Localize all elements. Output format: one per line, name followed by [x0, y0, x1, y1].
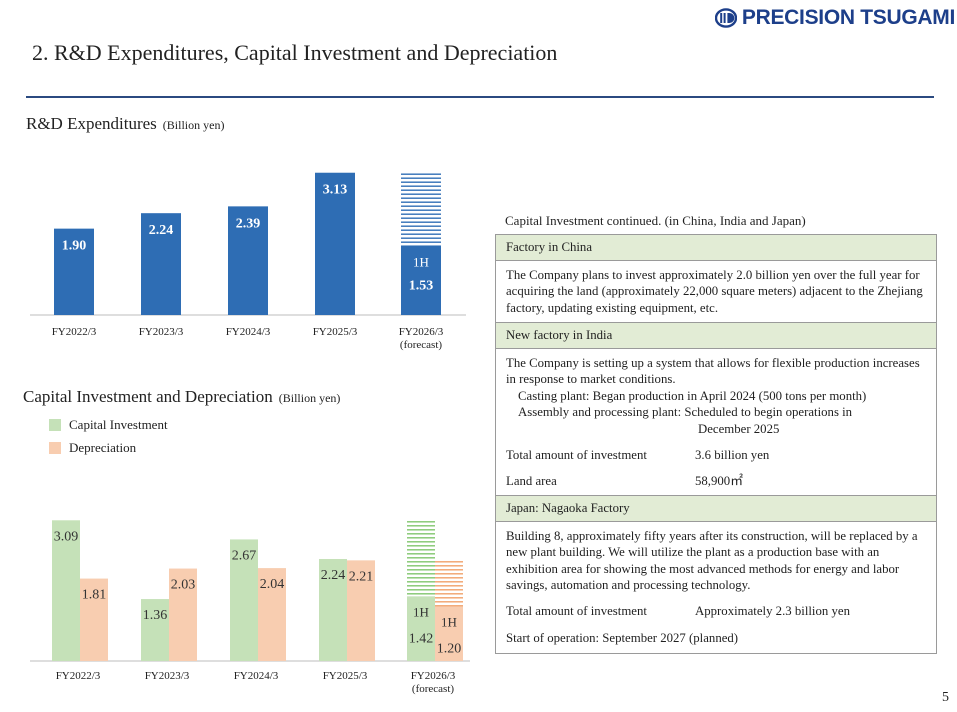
- japan-section: Building 8, approximately fifty years af…: [496, 522, 936, 653]
- capex-half-label: 1H: [413, 604, 429, 619]
- india-land-row: Land area 58,900㎡: [506, 473, 926, 490]
- brand-name: PRECISION TSUGAMI: [741, 6, 955, 29]
- capex-x-tick: FY2024/3: [234, 670, 279, 682]
- capital-investment-bar: [319, 558, 347, 661]
- rd-bar-chart: 1.90 FY2022/3 2.24 FY2023/3 2.39 FY2024/3 3.13…: [30, 172, 466, 351]
- rd-bar: [401, 245, 441, 315]
- india-heading: New factory in India: [496, 323, 936, 349]
- rd-bar-value: 2.39: [236, 216, 261, 231]
- legend-depreciation: Depreciation: [49, 440, 136, 456]
- depreciation-value: 1.20: [437, 641, 462, 656]
- legend-label-depreciation: Depreciation: [69, 440, 137, 455]
- rd-bar-value: 3.13: [323, 183, 348, 198]
- page-title: 2. R&D Expenditures, Capital Investment …: [32, 40, 558, 65]
- title-divider: [26, 96, 934, 98]
- depreciation-value: 1.81: [82, 588, 107, 603]
- india-section: The Company is setting up a system that …: [496, 349, 936, 496]
- capex-x-tick: FY2022/3: [56, 670, 101, 682]
- depreciation-bar: [169, 568, 197, 661]
- panel-caption: Capital Investment continued. (in China,…: [505, 213, 806, 228]
- logo-mark-icon: [714, 8, 737, 28]
- india-land-value: 58,900㎡: [695, 473, 743, 488]
- legend-label-capital: Capital Investment: [69, 417, 168, 432]
- capital-investment-bar: [230, 539, 258, 661]
- capex-details-panel: Factory in China The Company plans to in…: [495, 234, 937, 654]
- capital-investment-bar: [407, 596, 435, 661]
- capex-x-tick-note: (forecast): [412, 683, 454, 695]
- rd-x-tick: FY2025/3: [313, 326, 358, 338]
- india-investment-value: 3.6 billion yen: [695, 448, 770, 462]
- china-heading: Factory in China: [496, 235, 936, 261]
- rd-half-label: 1H: [413, 254, 429, 269]
- depreciation-value: 2.03: [171, 578, 196, 593]
- capital-investment-value: 3.09: [54, 529, 79, 544]
- rd-title-text: R&D Expenditures: [26, 114, 157, 133]
- legend-capital-investment: Capital Investment: [49, 417, 168, 433]
- japan-investment-label: Total amount of investment: [506, 603, 647, 618]
- depreciation-bar: [258, 568, 286, 661]
- rd-unit: (Billion yen): [162, 118, 225, 132]
- china-body: The Company plans to invest approximatel…: [496, 261, 936, 323]
- rd-bar-value: 1.90: [62, 239, 87, 254]
- capex-unit: (Billion yen): [278, 391, 341, 405]
- india-investment-row: Total amount of investment 3.6 billion y…: [506, 447, 926, 464]
- rd-bar: [315, 172, 355, 315]
- capex-x-tick: FY2026/3: [411, 670, 456, 682]
- capital-investment-bar: [52, 520, 80, 661]
- capital-investment-value: 2.24: [321, 568, 346, 583]
- capex-title-text: Capital Investment and Depreciation: [23, 387, 273, 406]
- depreciation-bar: [80, 578, 108, 661]
- rd-bar: [228, 206, 268, 315]
- depreciation-bar: [347, 560, 375, 661]
- rd-bar: [54, 228, 94, 315]
- india-assembly-date: December 2025: [698, 421, 780, 436]
- japan-body: Building 8, approximately fifty years af…: [506, 528, 918, 593]
- japan-start: Start of operation: September 2027 (plan…: [506, 631, 739, 645]
- india-land-label: Land area: [506, 473, 557, 488]
- page-number: 5: [942, 690, 949, 705]
- capital-investment-value: 1.36: [143, 608, 168, 623]
- rd-x-tick: FY2024/3: [226, 326, 271, 338]
- capital-investment-bar: [141, 599, 169, 661]
- capex-x-tick: FY2025/3: [323, 670, 368, 682]
- japan-investment-value: Approximately 2.3 billion yen: [695, 603, 850, 618]
- depreciation-value: 2.21: [349, 569, 374, 584]
- capex-chart-title: Capital Investment and Depreciation (Bill…: [23, 387, 340, 407]
- capital-investment-value: 1.42: [409, 631, 434, 646]
- capex-forecast-outline-0: [407, 521, 435, 595]
- rd-bar-value: 1.53: [409, 278, 434, 293]
- rd-x-tick: FY2022/3: [52, 326, 97, 338]
- capex-half-label: 1H: [441, 614, 457, 629]
- rd-bar: [141, 213, 181, 315]
- capex-bar-chart: 3.09 1.36 2.67 2.24 1.42 1H 1.81 2.03 2.04 2.21 1.…: [30, 520, 470, 695]
- capex-x-tick: FY2023/3: [145, 670, 190, 682]
- capital-investment-value: 2.67: [232, 548, 257, 563]
- japan-heading: Japan: Nagaoka Factory: [496, 496, 936, 522]
- india-body: The Company is setting up a system that …: [506, 355, 920, 387]
- legend-swatch-capital: [49, 419, 61, 431]
- rd-forecast-outline: [401, 173, 441, 243]
- company-logo: PRECISION TSUGAMI: [714, 6, 955, 30]
- india-assembly: Assembly and processing plant: Scheduled…: [518, 405, 853, 419]
- rd-x-tick-note: (forecast): [400, 339, 442, 351]
- india-investment-label: Total amount of investment: [506, 448, 647, 462]
- depreciation-bar: [435, 606, 463, 661]
- rd-x-tick: FY2023/3: [139, 326, 184, 338]
- capex-forecast-outline-1: [435, 561, 463, 607]
- depreciation-value: 2.04: [260, 577, 285, 592]
- rd-bar-value: 2.24: [149, 223, 174, 238]
- japan-investment-row: Total amount of investment Approximately…: [506, 603, 926, 620]
- legend-swatch-depreciation: [49, 442, 61, 454]
- rd-chart-title: R&D Expenditures (Billion yen): [26, 114, 224, 134]
- rd-x-tick: FY2026/3: [399, 326, 444, 338]
- india-casting: Casting plant: Began production in April…: [518, 388, 867, 403]
